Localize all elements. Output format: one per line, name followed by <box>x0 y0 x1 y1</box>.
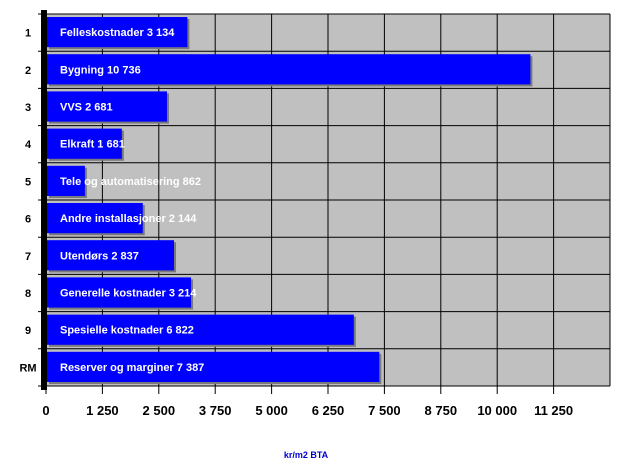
x-tick-label: 8 750 <box>425 403 458 418</box>
x-tick-label: 0 <box>42 403 49 418</box>
bar <box>47 240 175 271</box>
x-tick-label: 1 250 <box>86 403 119 418</box>
bar-label: VVS 2 681 <box>60 102 113 114</box>
y-axis-line <box>41 10 47 390</box>
x-tick-label: 5 000 <box>255 403 288 418</box>
category-label: 7 <box>25 251 31 263</box>
x-tick-label: 6 250 <box>312 403 345 418</box>
bar-labels: Felleskostnader 3 134 Bygning 10 736 VVS 2… <box>60 27 204 374</box>
category-label: 3 <box>25 102 31 114</box>
bar-label: Utendørs 2 837 <box>60 250 139 262</box>
bar-label: Tele og automatisering 862 <box>60 176 201 188</box>
category-label: 9 <box>25 325 31 337</box>
x-tick-label: 10 000 <box>477 403 517 418</box>
bar <box>47 314 354 345</box>
bar <box>47 203 143 234</box>
bar <box>47 91 167 122</box>
x-tick-label: 11 250 <box>534 403 573 418</box>
category-label: 6 <box>25 214 31 226</box>
bar <box>47 277 192 308</box>
category-label: RM <box>19 362 36 374</box>
bar-label: Felleskostnader 3 134 <box>60 27 175 39</box>
bars <box>47 17 533 384</box>
category-label: 2 <box>25 65 31 77</box>
bar-label: Spesielle kostnader 6 822 <box>60 325 194 337</box>
category-label: 1 <box>25 28 31 40</box>
bar-label: Elkraft 1 681 <box>60 139 125 151</box>
x-tick-label: 7 500 <box>368 403 401 418</box>
bar <box>47 165 85 196</box>
x-tick-labels: 0 1 250 2 500 3 750 5 000 6 250 7 500 8 750 10 0… <box>42 403 573 418</box>
bar <box>47 17 188 48</box>
category-label: 8 <box>25 288 31 300</box>
bar-label: Generelle kostnader 3 214 <box>60 288 197 300</box>
x-tick-label: 2 500 <box>143 403 176 418</box>
bar-label: Andre installasjoner 2 144 <box>60 213 197 225</box>
bar <box>47 351 380 382</box>
bar-label: Reserver og marginer 7 387 <box>60 362 204 374</box>
category-label: 5 <box>25 176 31 188</box>
category-label: 4 <box>25 139 32 151</box>
bar-label: Bygning 10 736 <box>60 64 141 76</box>
category-labels: 1 2 3 4 5 6 7 8 9 RM <box>19 28 36 375</box>
bar <box>47 128 122 159</box>
x-tick-label: 3 750 <box>199 403 232 418</box>
bar <box>47 54 531 85</box>
x-axis-title: kr/m2 BTA <box>284 450 329 460</box>
